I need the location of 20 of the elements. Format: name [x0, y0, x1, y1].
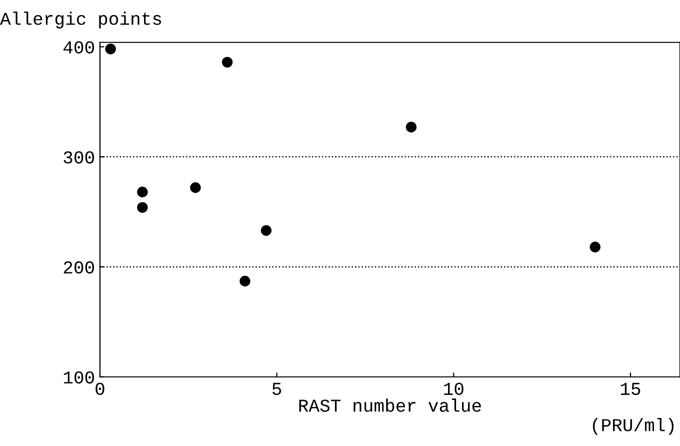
point: [105, 44, 116, 54]
point: [240, 276, 250, 286]
y-tick-label: 400: [64, 41, 94, 54]
text: (PRU/ml): [592, 418, 674, 435]
x-tick-label: 15: [620, 382, 640, 395]
point: [406, 122, 417, 132]
y-tick-label: 300: [64, 151, 94, 164]
point: [137, 202, 148, 213]
point: [590, 242, 600, 252]
point: [137, 186, 148, 198]
y-tick-label: 100: [64, 371, 94, 384]
point: [222, 56, 233, 68]
point: [190, 182, 201, 193]
point: [260, 225, 272, 236]
x-tick-label: 5: [272, 382, 282, 395]
x-tick-label: 10: [444, 382, 464, 395]
y-axis-title: Allergic points: [0, 12, 162, 28]
y-tick-label: 200: [64, 261, 94, 274]
x-tick-label: 0: [96, 382, 104, 395]
x-axis-title: RAST number value: [299, 398, 481, 412]
